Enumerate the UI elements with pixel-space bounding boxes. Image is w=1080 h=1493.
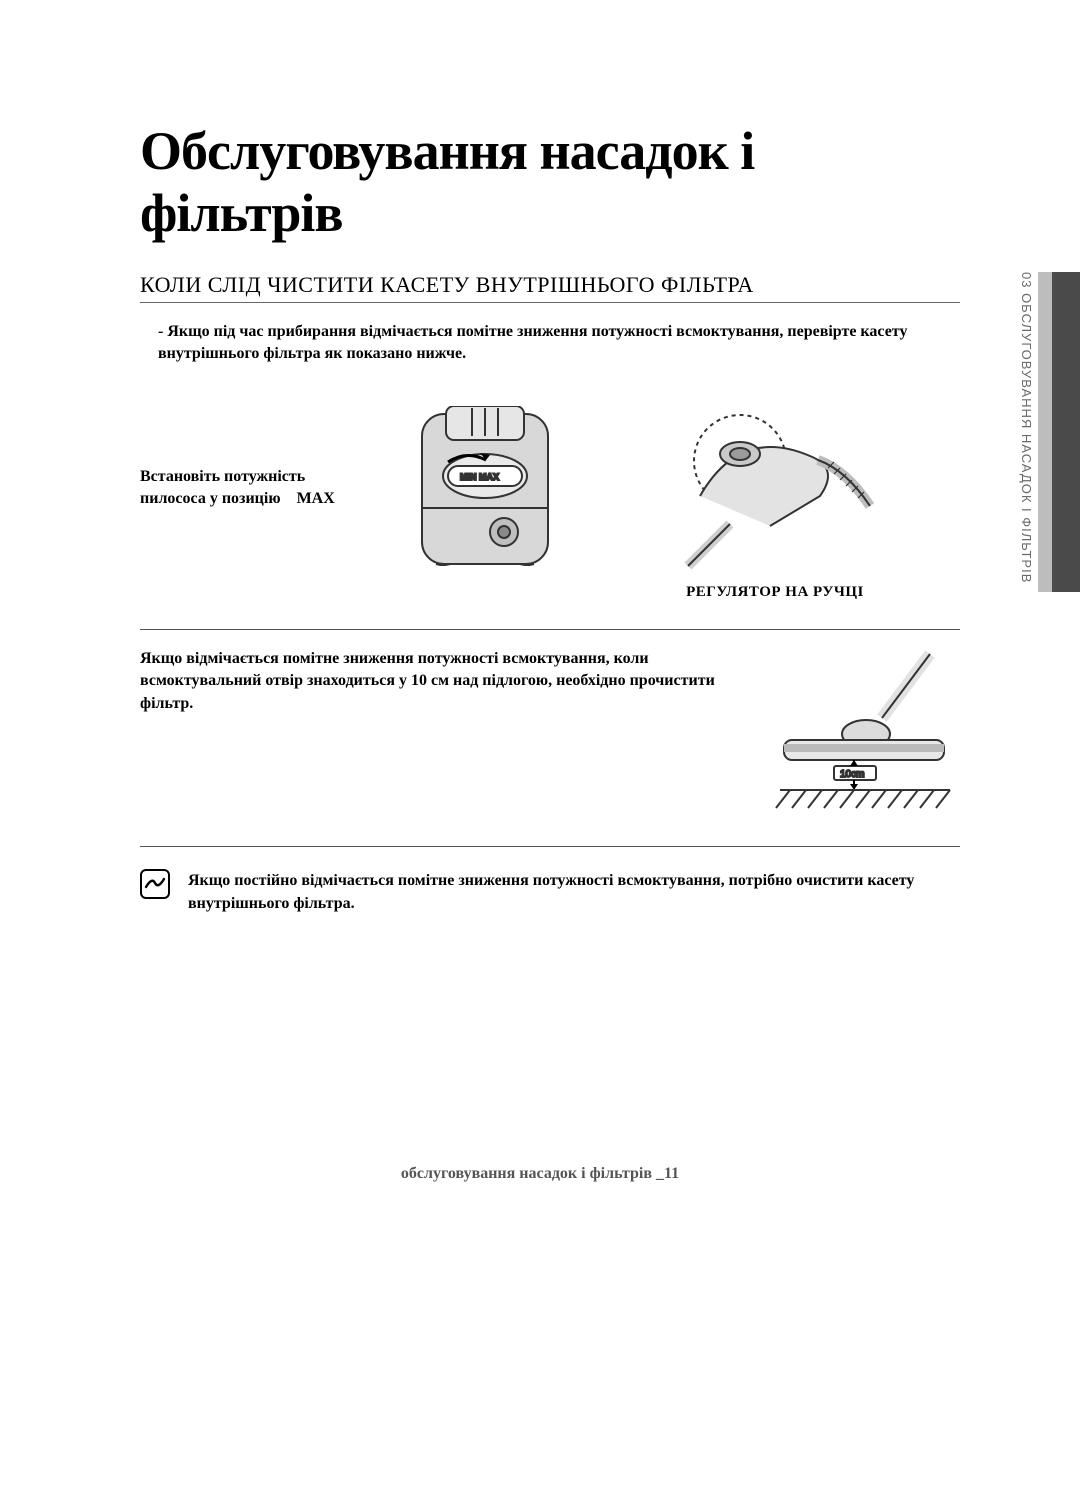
side-tab-label: 03 ОБСЛУГОВУВАННЯ НАСАДОК І ФІЛЬТРІВ [1019, 272, 1034, 592]
section-subtitle: КОЛИ СЛІД ЧИСТИТИ КАСЕТУ ВНУТРІШНЬОГО ФІ… [140, 272, 960, 303]
note-row: Якщо постійно відмічається помітне зниже… [140, 869, 960, 915]
page-title: Обслуговування насадок і фільтрів [140, 120, 960, 244]
svg-text:MIN MAX: MIN MAX [460, 472, 499, 482]
handle-caption: РЕГУЛЯТОР НА РУЧЦІ [686, 584, 864, 601]
set-power-line2: пилососа у позицію MAX [140, 490, 335, 507]
page-footer: обслуговування насадок і фільтрів _11 [0, 1165, 1080, 1183]
note-text: Якщо постійно відмічається помітне зниже… [188, 869, 960, 915]
floor-head-figure: 10cm [770, 648, 960, 818]
set-power-line1: Встановіть потужність [140, 468, 305, 485]
intro-text: - Якщо під час прибирання відмічається п… [140, 321, 960, 366]
handle-figure-wrap: РЕГУЛЯТОР НА РУЧЦІ [590, 406, 960, 601]
floor-text: Якщо відмічається помітне зниження потуж… [140, 648, 740, 715]
divider-1 [140, 629, 960, 630]
set-power-text: Встановіть потужність пилососа у позицію… [140, 406, 380, 511]
divider-2 [140, 846, 960, 847]
side-tab: 03 ОБСЛУГОВУВАННЯ НАСАДОК І ФІЛЬТРІВ [1010, 272, 1080, 592]
power-row: Встановіть потужність пилососа у позицію… [140, 406, 960, 601]
note-icon [140, 869, 170, 899]
floor-row: Якщо відмічається помітне зниження потуж… [140, 648, 960, 818]
vacuum-body-figure: MIN MAX [400, 406, 570, 566]
handle-figure [670, 406, 880, 576]
svg-text:10cm: 10cm [840, 769, 864, 780]
side-tab-dark [1052, 272, 1080, 592]
